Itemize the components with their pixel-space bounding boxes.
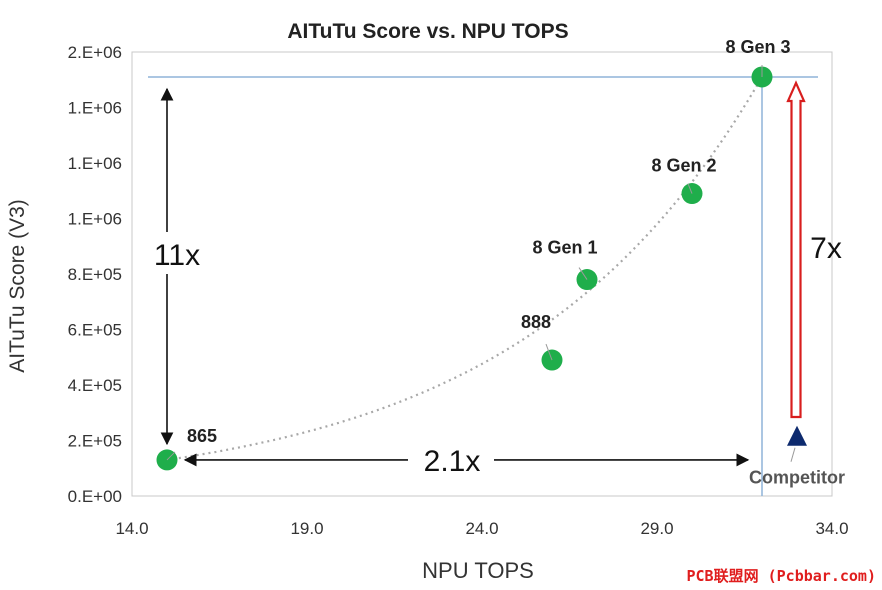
y-axis-label: AITuTu Score (V3) [6, 199, 29, 373]
y-tick-label: 2.E+05 [68, 432, 122, 451]
competitor-marker [787, 425, 807, 446]
label-background [408, 439, 494, 480]
data-label-8-gen-3: 8 Gen 3 [725, 37, 790, 57]
plot-area [131, 51, 833, 497]
annotation-7x: 7x [810, 232, 842, 265]
x-tick-label: 24.0 [465, 519, 498, 538]
data-label-competitor: Competitor [749, 468, 845, 488]
chart-title: AITuTu Score vs. NPU TOPS [287, 20, 568, 43]
data-points [156, 66, 807, 471]
label-leader-line [166, 451, 176, 461]
y-tick-label: 8.E+05 [68, 265, 122, 284]
label-leader-line [545, 343, 553, 361]
plot-border [131, 51, 833, 497]
data-label-865: 865 [187, 426, 217, 446]
x-tick-label: 14.0 [115, 519, 148, 538]
y-tick-label: 6.E+05 [68, 321, 122, 340]
label-leader-line [687, 183, 693, 194]
y-tick-label: 1.E+06 [68, 154, 122, 173]
data-point-labels: 865 888 8 Gen 1 8 Gen 2 8 Gen 3 Competitor [166, 37, 845, 488]
y-tick-labels: 0.E+00 2.E+05 4.E+05 6.E+05 8.E+05 1.E+06 1.E+… [68, 43, 122, 506]
data-label-8-gen-2: 8 Gen 2 [651, 156, 716, 176]
data-label-888: 888 [521, 312, 551, 332]
x-tick-labels: 14.0 19.0 24.0 29.0 34.0 [115, 519, 848, 538]
annotation-arrows: 11x 2.1x 7x [145, 80, 842, 480]
label-background [145, 232, 195, 274]
competitor-leader-line [790, 447, 796, 462]
annotation-11x: 11x [154, 239, 200, 272]
x-axis-label: NPU TOPS [422, 558, 534, 583]
y-tick-label: 0.E+00 [68, 487, 122, 506]
y-tick-label: 2.E+06 [68, 43, 122, 62]
label-leader-line [578, 267, 588, 280]
y-tick-label: 4.E+05 [68, 376, 122, 395]
annotation-2-1x: 2.1x [424, 445, 481, 478]
y-tick-label: 1.E+06 [68, 210, 122, 229]
trendline [166, 76, 763, 461]
x-tick-label: 29.0 [640, 519, 673, 538]
red-hollow-arrow [786, 80, 806, 419]
x-tick-label: 19.0 [290, 519, 323, 538]
exponential-trendline [166, 76, 763, 461]
watermark: PCB联盟网 (Pcbbar.com) [686, 567, 877, 585]
reference-lines [148, 68, 818, 496]
data-label-8-gen-1: 8 Gen 1 [532, 238, 597, 258]
y-tick-label: 1.E+06 [68, 99, 122, 118]
x-tick-label: 34.0 [815, 519, 848, 538]
